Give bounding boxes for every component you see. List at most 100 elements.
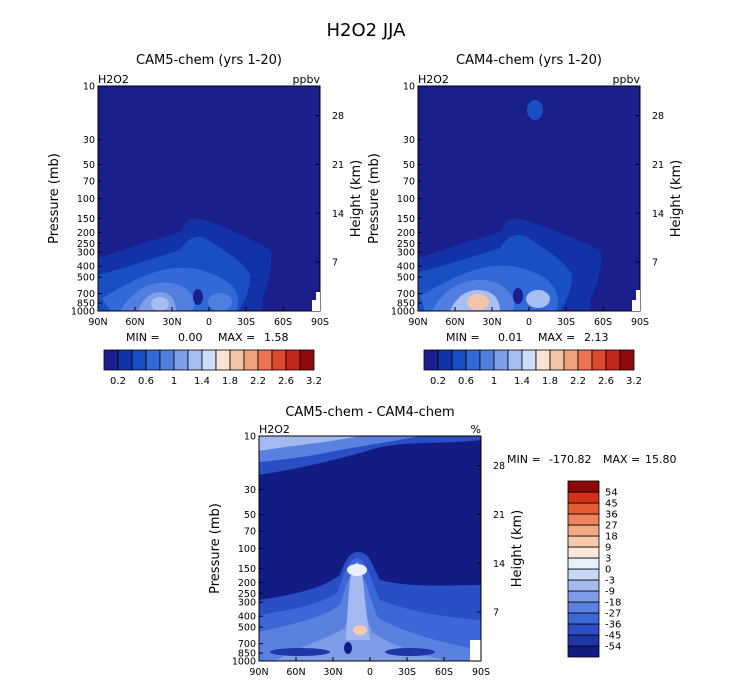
colorbar-swatch	[173, 349, 189, 371]
colorbar-label: 2.6	[278, 376, 294, 387]
y-tick-label: 1000	[232, 657, 256, 668]
y-tick-label: 100	[77, 194, 95, 205]
y-tick-label: 100	[238, 544, 256, 555]
contour-fill	[259, 436, 481, 661]
y-tick-label: 300	[238, 598, 256, 609]
y-tick-label: 500	[238, 623, 256, 634]
y-tick-label: 850	[77, 299, 95, 310]
y-tick-label: 10	[83, 82, 95, 93]
contour-bottom-low-1	[270, 648, 330, 656]
y-tick-label: 700	[77, 289, 95, 300]
colorbar-label: -18	[605, 598, 621, 609]
y-tick-label: 500	[77, 273, 95, 284]
x-tick-label: 90N	[249, 667, 268, 678]
colorbar-swatch	[567, 491, 600, 504]
colorbar-swatch	[451, 349, 467, 371]
colorbar-swatch	[567, 601, 600, 614]
y-tick-label: 1000	[391, 307, 415, 318]
panel-title: CAM5-chem - CAM4-chem	[285, 405, 454, 420]
max-label: MAX =	[538, 331, 575, 344]
y-right-tick-label: 14	[652, 209, 664, 220]
contour-mid-core	[353, 625, 367, 635]
figure-title: H2O2 JJA	[327, 20, 407, 41]
x-tick-label: 60S	[594, 317, 612, 328]
colorbar-swatch	[567, 513, 600, 526]
y-right-tick-label: 14	[493, 559, 505, 570]
colorbar-label: 0	[605, 565, 611, 576]
colorbar-label: 2.6	[598, 376, 614, 387]
colorbar-swatch	[619, 349, 635, 371]
colorbar-swatch	[423, 349, 439, 371]
missing-data	[312, 292, 320, 311]
x-tick-label: 30N	[162, 317, 181, 328]
colorbar-swatch	[465, 349, 481, 371]
x-tick-label: 60N	[286, 667, 305, 678]
colorbar-swatch	[257, 349, 273, 371]
x-tick-label: 0	[206, 317, 212, 328]
colorbar: 0.2 0.6 1 1.4 1.8 2.2 2.6 3.2	[423, 349, 642, 387]
y-tick-label: 400	[238, 612, 256, 623]
y-tick-label: 30	[403, 135, 415, 146]
colorbar-swatch	[591, 349, 607, 371]
colorbar-label: 54	[605, 488, 618, 499]
contour-top-band-3	[259, 436, 360, 451]
y-tick-label: 150	[238, 564, 256, 575]
contour-column	[346, 562, 370, 640]
y-right-tick-label: 7	[332, 258, 338, 269]
colorbar-swatch	[577, 349, 593, 371]
colorbar-label: 1	[491, 376, 497, 387]
x-tick-label: 90S	[631, 317, 649, 328]
colorbar-label: 0.2	[110, 376, 126, 387]
colorbar-swatch	[215, 349, 231, 371]
y-tick-label: 300	[77, 248, 95, 259]
colorbar-label: 1.8	[542, 376, 558, 387]
y-tick-label: 70	[83, 177, 95, 188]
colorbar-swatch	[567, 623, 600, 636]
colorbar-swatch	[567, 568, 600, 581]
y-tick-label: 50	[83, 160, 95, 171]
contour-fill	[418, 100, 602, 311]
colorbar-swatch	[567, 557, 600, 570]
colorbar-label: 0.6	[138, 376, 154, 387]
colorbar-label: 3.2	[306, 376, 322, 387]
missing-data	[632, 290, 640, 311]
x-tick-label: 30S	[557, 317, 575, 328]
colorbar-swatch	[437, 349, 453, 371]
colorbar: 0.2 0.6 1 1.4 1.8 2.2 2.6 3.2	[103, 349, 322, 387]
y-tick-label: 10	[403, 82, 415, 93]
y-right-tick-label: 14	[332, 209, 344, 220]
y-tick-label: 300	[397, 248, 415, 259]
y-tick-label: 850	[397, 299, 415, 310]
y-tick-label: 30	[244, 485, 256, 496]
panel-diff: CAM5-chem - CAM4-chem H2O2 % 90N 60N 30N 0 3…	[208, 405, 677, 678]
units-label: ppbv	[613, 73, 641, 86]
contour-top-core	[347, 564, 367, 576]
y-tick-label: 700	[238, 639, 256, 650]
y-right-tick-label: 7	[652, 258, 658, 269]
contour-core-2	[208, 293, 232, 311]
axes: 90N 60N 30N 0 30S 60S 90S 10 30 50 70 100 150 2002503…	[47, 82, 364, 329]
x-tick-label: 90N	[408, 317, 427, 328]
missing-data	[470, 640, 481, 661]
colorbar-label: -54	[605, 642, 621, 653]
x-tick-label: 90S	[472, 667, 490, 678]
y-tick-label: 700	[397, 289, 415, 300]
x-tick-label: 60N	[125, 317, 144, 328]
colorbar-label: 2.2	[570, 376, 586, 387]
max-value: 1.58	[264, 331, 289, 344]
contour-bottom-low-3	[344, 642, 352, 654]
variable-label: H2O2	[98, 73, 129, 86]
colorbar-swatch	[563, 349, 579, 371]
y-axis-label: Pressure (mb)	[47, 153, 62, 244]
contour-upper-blob	[527, 100, 543, 120]
colorbar-swatch	[507, 349, 523, 371]
min-label: MIN =	[446, 331, 480, 344]
y-tick-label: 150	[397, 214, 415, 225]
x-tick-label: 60N	[445, 317, 464, 328]
panel-title: CAM4-chem (yrs 1-20)	[456, 53, 602, 68]
variable-label: H2O2	[259, 423, 290, 436]
y-tick-label: 70	[244, 527, 256, 538]
colorbar-swatch	[605, 349, 621, 371]
